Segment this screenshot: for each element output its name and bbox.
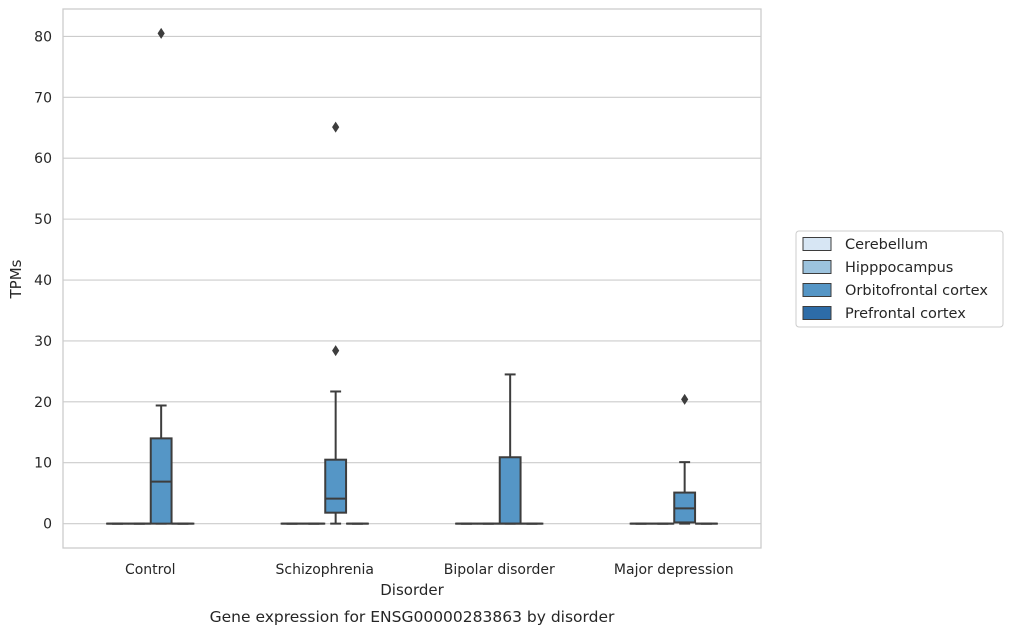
outlier-point xyxy=(332,345,340,357)
legend-swatch xyxy=(802,260,832,274)
y-axis-label: TPMs xyxy=(7,259,25,299)
x-tick-label: Schizophrenia xyxy=(276,562,374,578)
outlier-point xyxy=(157,27,165,39)
box-1-2 xyxy=(324,121,348,525)
plot-background xyxy=(63,9,761,548)
box-body xyxy=(324,458,348,514)
y-tick-label: 20 xyxy=(34,395,52,411)
chart-caption: Gene expression for ENSG00000283863 by d… xyxy=(210,608,615,626)
y-tick-label: 60 xyxy=(34,151,52,167)
legend: Cerebellum Hipppocampus Orbitofrontal cort… xyxy=(795,230,1004,328)
outlier-point xyxy=(681,393,689,405)
x-tick-label: Major depression xyxy=(614,562,734,578)
legend-frame xyxy=(795,230,1004,328)
legend-swatch xyxy=(802,306,832,320)
chart-marks xyxy=(106,27,718,525)
x-tick-labels: Control Schizophrenia Bipolar disorder Majo… xyxy=(125,562,734,578)
y-tick-label: 10 xyxy=(34,456,52,472)
legend-label: Orbitofrontal cortex xyxy=(845,283,988,299)
legend-label: Hipppocampus xyxy=(845,260,953,276)
y-tick-label: 50 xyxy=(34,212,52,228)
y-tick-label: 70 xyxy=(34,90,52,106)
box-2-2 xyxy=(498,373,522,525)
y-tick-label: 40 xyxy=(34,273,52,289)
legend-swatch xyxy=(802,237,832,251)
legend-label: Cerebellum xyxy=(845,237,928,253)
outlier-point xyxy=(332,121,340,133)
box-0-2 xyxy=(149,27,173,525)
plot-frame xyxy=(62,8,762,549)
y-tick-label: 30 xyxy=(34,334,52,350)
y-tick-labels: 0 10 20 30 40 50 60 70 80 xyxy=(34,29,52,532)
x-tick-label: Control xyxy=(125,562,176,578)
x-axis-label: Disorder xyxy=(380,581,444,599)
x-tick-label: Bipolar disorder xyxy=(444,562,555,578)
y-tick-label: 80 xyxy=(34,29,52,45)
legend-swatch xyxy=(802,283,832,297)
box-3-2 xyxy=(673,393,697,525)
y-tick-label: 0 xyxy=(43,517,52,533)
box-body xyxy=(498,456,522,525)
legend-label: Prefrontal cortex xyxy=(845,306,966,322)
